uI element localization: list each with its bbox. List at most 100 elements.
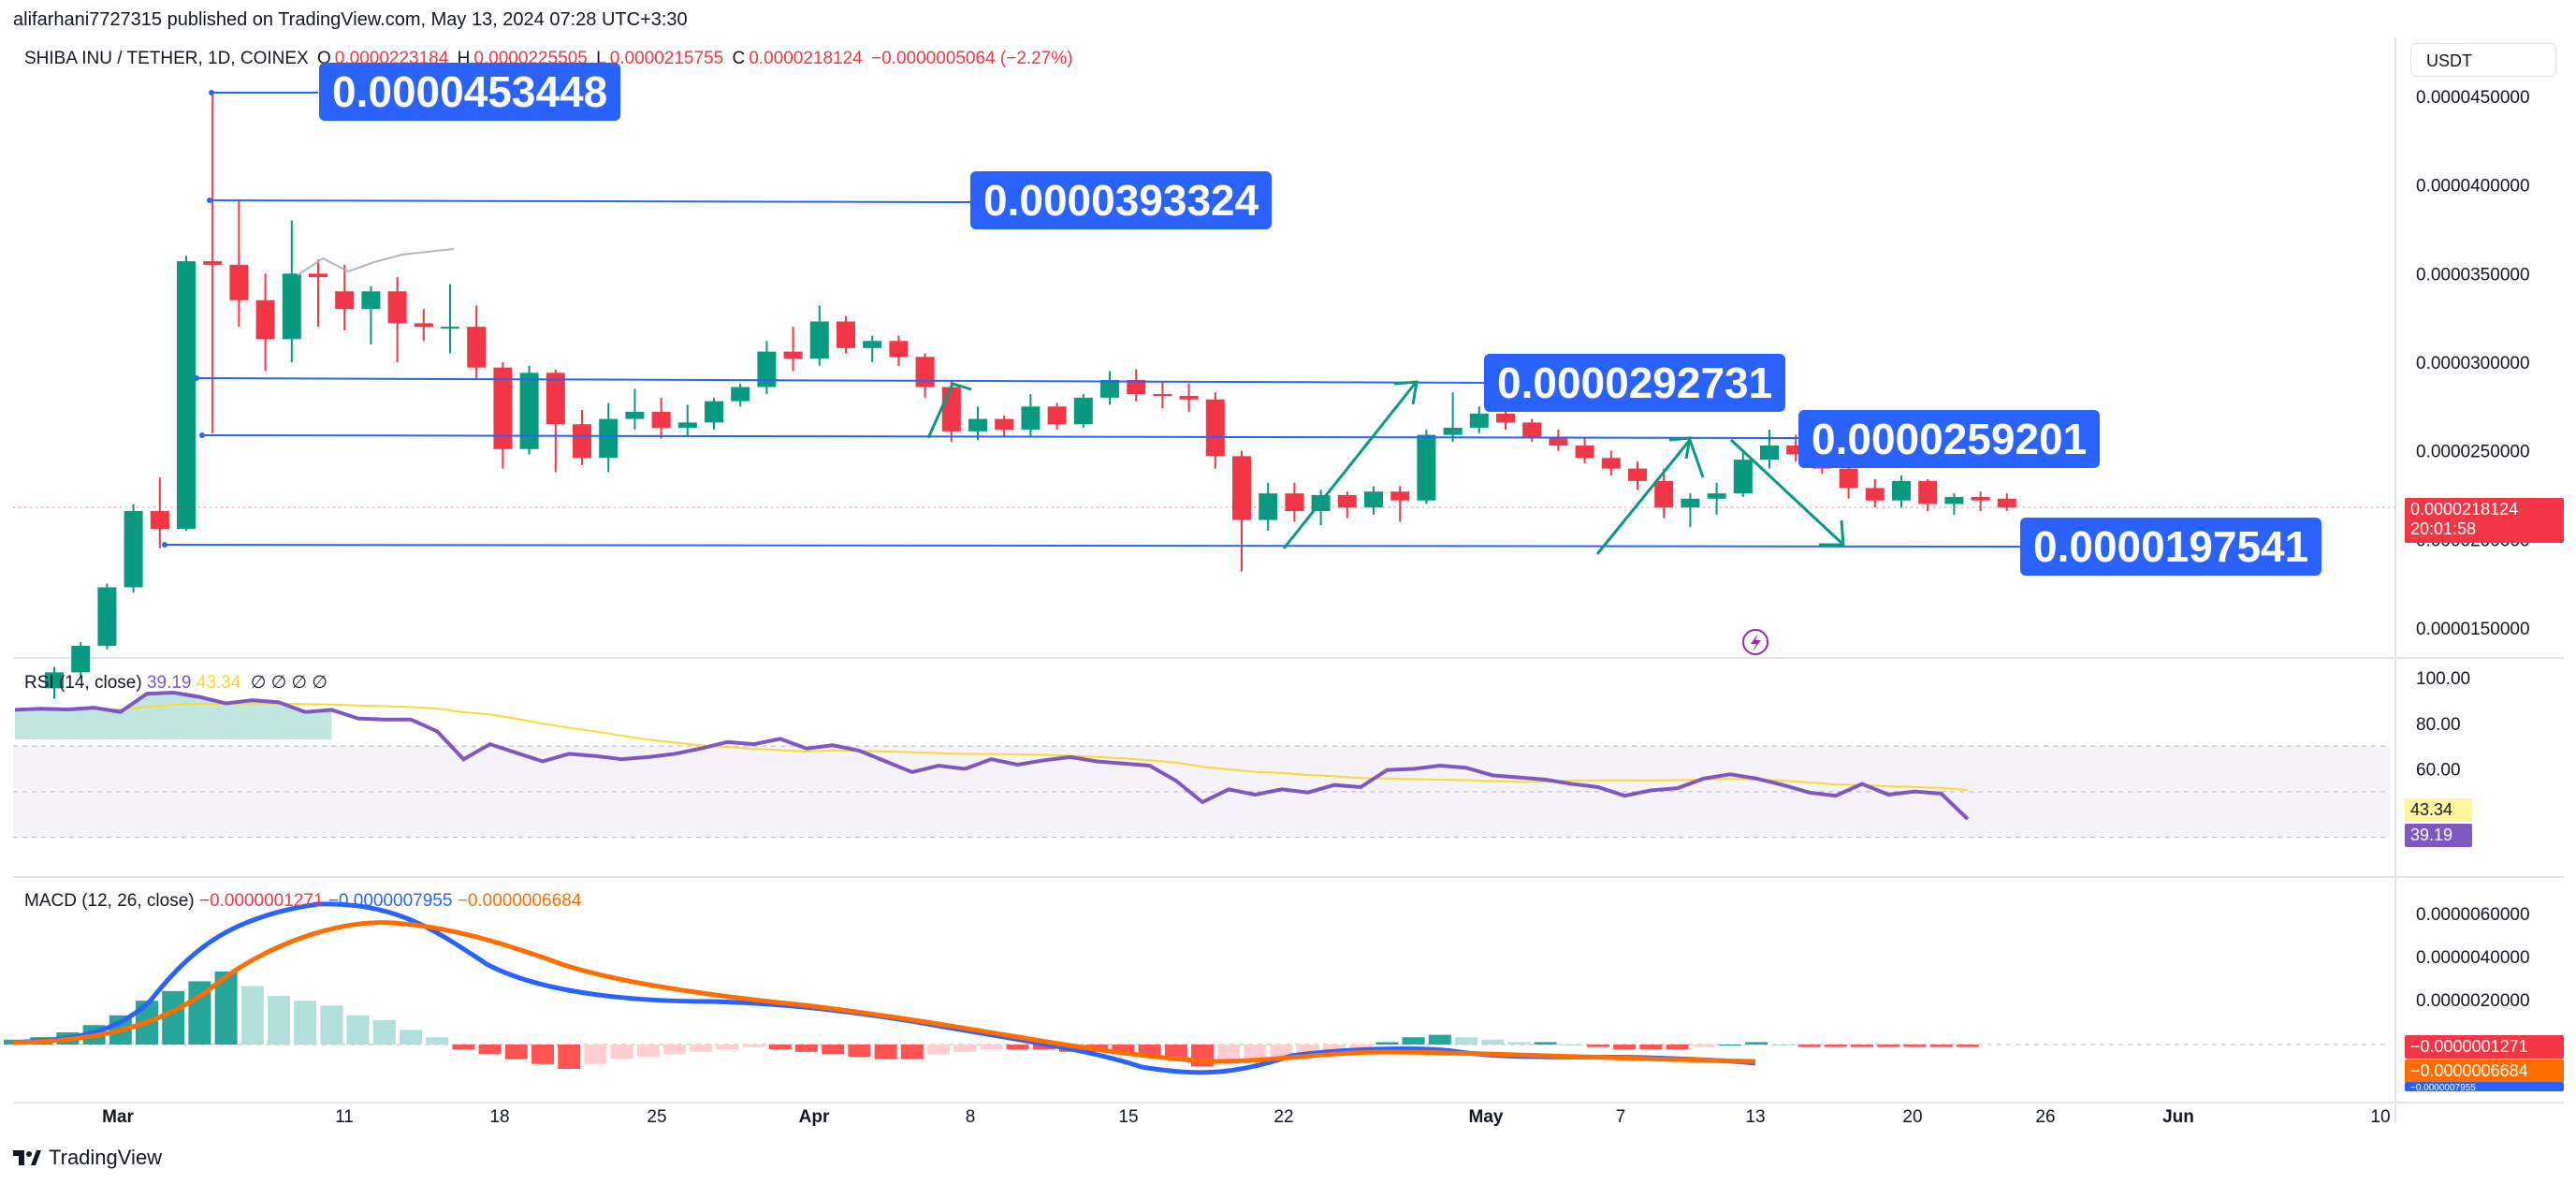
macd-hist-bar bbox=[162, 990, 185, 1045]
rsi-axis-label: 80.00 bbox=[2416, 715, 2461, 735]
candle-body bbox=[1760, 445, 1779, 460]
callout-high[interactable]: 0.0000453448 bbox=[319, 63, 621, 121]
candle-body bbox=[1073, 397, 1093, 425]
macd-hist-bar bbox=[953, 1045, 977, 1052]
macd-axis-label: 0.0000060000 bbox=[2416, 905, 2530, 925]
macd-axis-label: 0.0000040000 bbox=[2416, 948, 2530, 968]
candle-body bbox=[1047, 406, 1067, 425]
macd-hist-bar bbox=[1639, 1045, 1663, 1050]
level-anchor bbox=[194, 375, 199, 381]
tradingview-branding[interactable]: TradingView bbox=[13, 1146, 162, 1170]
candle-body bbox=[941, 387, 961, 431]
publisher-line: alifarhani7727315 published on TradingVi… bbox=[13, 9, 688, 30]
callout-393[interactable]: 0.0000393324 bbox=[970, 171, 1273, 229]
symbol-legend: SHIBA INU / TETHER, 1D, COINEX O 0.000022… bbox=[24, 49, 1077, 69]
rsi-axis-label: 100.00 bbox=[2416, 669, 2470, 689]
level-line bbox=[196, 377, 1487, 384]
candle-body bbox=[1944, 496, 1964, 504]
candle-body bbox=[1733, 460, 1753, 494]
macd-hist-bar bbox=[900, 1045, 924, 1060]
macd-hist-bar bbox=[1613, 1045, 1637, 1050]
rsi-legend: RSI (14, close) 39.19 43.34 ∅ ∅ ∅ ∅ bbox=[24, 673, 327, 693]
current-price-value: 0.0000218124 bbox=[2410, 500, 2519, 519]
time-axis-label: 25 bbox=[647, 1107, 666, 1127]
candle-body bbox=[863, 341, 882, 348]
macd-label[interactable]: MACD (12, 26, close) bbox=[24, 891, 195, 911]
rsi-ma-value: 43.34 bbox=[196, 673, 241, 693]
macd-hist-bar bbox=[372, 1020, 396, 1045]
macd-hist-bar bbox=[1323, 1045, 1346, 1052]
macd-hist-bar bbox=[294, 1001, 317, 1045]
macd-hist-bar bbox=[584, 1045, 607, 1064]
macd-hist-bar bbox=[1455, 1037, 1477, 1045]
macd-hist-bar bbox=[1112, 1045, 1135, 1055]
candle-body bbox=[177, 261, 196, 529]
candle-body bbox=[1918, 480, 1938, 504]
macd-hist-bar bbox=[1851, 1045, 1873, 1047]
flash-icon-bolt bbox=[1751, 634, 1761, 651]
candle-body bbox=[1997, 498, 2016, 508]
macd-hist-bar bbox=[1692, 1045, 1715, 1047]
macd-legend: MACD (12, 26, close) −0.0000001271 −0.00… bbox=[24, 891, 581, 912]
level-anchor bbox=[207, 197, 212, 203]
time-axis-label: 20 bbox=[1902, 1107, 1922, 1127]
time-axis-label: 7 bbox=[1616, 1107, 1626, 1127]
macd-signal-tag: −0.0000006684 bbox=[2405, 1060, 2564, 1083]
candle-body bbox=[1179, 395, 1199, 400]
price-axis-label: 0.0000350000 bbox=[2416, 265, 2530, 285]
candle-body bbox=[625, 412, 645, 419]
macd-hist-bar bbox=[320, 1005, 343, 1045]
candle-body bbox=[203, 261, 223, 265]
candle-body bbox=[1681, 498, 1700, 508]
macd-hist-bar bbox=[1032, 1045, 1055, 1050]
candle-body bbox=[757, 351, 777, 387]
macd-hist-bar bbox=[1666, 1045, 1689, 1050]
current-price-tag: 0.0000218124 20:01:58 bbox=[2405, 498, 2564, 543]
macd-hist-bar bbox=[1587, 1045, 1609, 1047]
macd-hist-bar bbox=[1929, 1045, 1953, 1047]
macd-hist-bar bbox=[1507, 1042, 1531, 1045]
macd-hist-bar bbox=[1745, 1042, 1768, 1045]
candle-body bbox=[1522, 422, 1542, 437]
rsi-tag: 39.19 bbox=[2405, 824, 2472, 847]
trend-arrow bbox=[1595, 439, 1692, 555]
macd-hist-bar bbox=[268, 996, 290, 1045]
candle-body bbox=[1100, 379, 1119, 398]
candle-body bbox=[519, 373, 539, 449]
rsi-line bbox=[14, 691, 1970, 821]
price-axis-label: 0.0000400000 bbox=[2416, 177, 2530, 197]
symbol-title[interactable]: SHIBA INU / TETHER, 1D, COINEX bbox=[24, 49, 309, 68]
candle-body bbox=[1865, 488, 1885, 501]
macd-hist-bar bbox=[1534, 1042, 1557, 1045]
candle-body bbox=[1285, 493, 1304, 512]
macd-hist-bar bbox=[1296, 1045, 1319, 1055]
macd-hist-bar bbox=[1481, 1039, 1505, 1045]
macd-hist-bar bbox=[1006, 1045, 1029, 1050]
macd-hist-bar bbox=[848, 1045, 871, 1057]
macd-hist-bar bbox=[400, 1030, 422, 1045]
rsi-label[interactable]: RSI (14, close) bbox=[24, 673, 142, 693]
candle-body bbox=[361, 291, 381, 310]
arrow-head bbox=[1819, 519, 1845, 547]
callout-292[interactable]: 0.0000292731 bbox=[1484, 354, 1786, 412]
candle-body bbox=[915, 357, 935, 387]
macd-hist-bar bbox=[558, 1045, 581, 1069]
candle-body bbox=[1628, 468, 1647, 481]
macd-hist-bar bbox=[795, 1045, 818, 1052]
arrow-head bbox=[1668, 436, 1692, 460]
candle-body bbox=[837, 321, 855, 348]
macd-hist-bar bbox=[1349, 1045, 1373, 1050]
currency-selector[interactable]: USDT bbox=[2410, 43, 2556, 77]
candle-body bbox=[968, 418, 987, 431]
candle-body bbox=[150, 511, 169, 529]
candle-body bbox=[387, 291, 407, 324]
candle-body bbox=[1443, 428, 1463, 435]
candle-body bbox=[1232, 456, 1251, 520]
candle-body bbox=[677, 422, 697, 429]
callout-197[interactable]: 0.0000197541 bbox=[2020, 518, 2322, 576]
candle-body bbox=[71, 645, 91, 673]
candle-body bbox=[1839, 468, 1858, 489]
callout-259[interactable]: 0.0000259201 bbox=[1798, 410, 2101, 468]
